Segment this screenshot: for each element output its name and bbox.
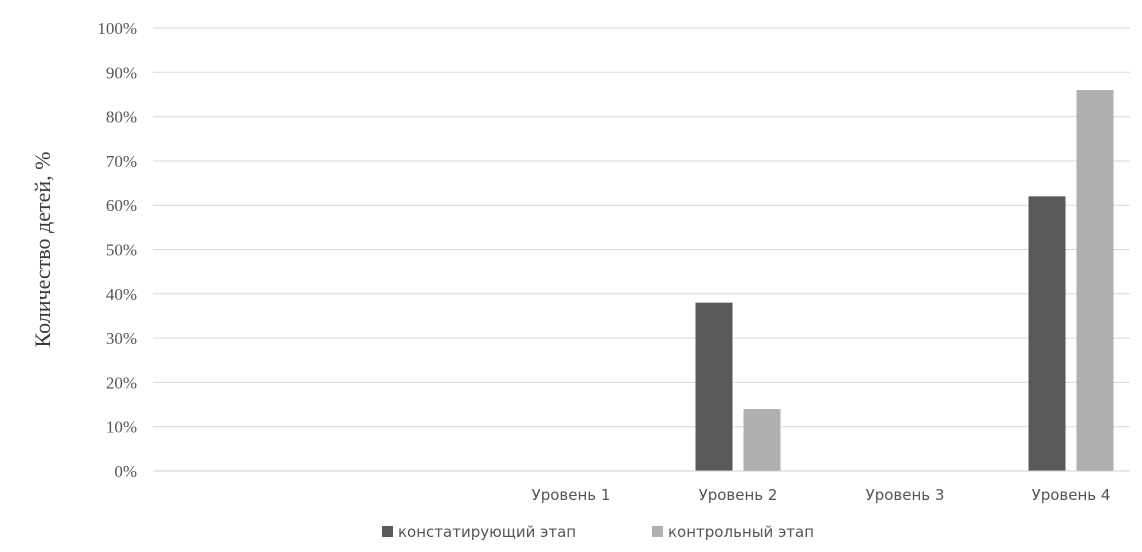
legend-label: констатирующий этап [398,523,576,541]
bars [695,90,1114,472]
x-category-label: Уровень 4 [1032,486,1111,504]
y-axis-ticks: 0% 10% 20% 30% 40% 50% 60% 70% 80% 90% 100% [97,19,137,481]
x-axis-categories: Уровень 1 Уровень 2 Уровень 3 Уровень 4 [532,486,1111,504]
y-tick-label: 90% [106,63,137,82]
legend: констатирующий этап контрольный этап [382,523,814,541]
legend-swatch [382,526,393,537]
y-tick-label: 0% [114,462,137,481]
y-tick-label: 100% [97,19,137,38]
x-category-label: Уровень 1 [532,486,611,504]
x-category-label: Уровень 2 [699,486,778,504]
y-axis-label: Количество детей, % [30,152,55,348]
y-tick-label: 10% [106,418,137,437]
y-tick-label: 80% [106,108,137,127]
y-tick-label: 50% [106,241,137,260]
bar-kontrolnyy-2 [743,408,781,471]
y-tick-label: 40% [106,285,137,304]
bar-konstatiruyushchiy-4 [1028,196,1066,471]
x-category-label: Уровень 3 [866,486,945,504]
gridlines [153,27,1130,428]
y-tick-label: 20% [106,373,137,392]
legend-label: контрольный этап [668,523,814,541]
y-tick-label: 30% [106,329,137,348]
bar-kontrolnyy-4 [1076,90,1114,472]
y-tick-label: 60% [106,196,137,215]
y-tick-label: 70% [106,152,137,171]
legend-swatch [652,526,663,537]
bar-konstatiruyushchiy-2 [695,302,733,471]
